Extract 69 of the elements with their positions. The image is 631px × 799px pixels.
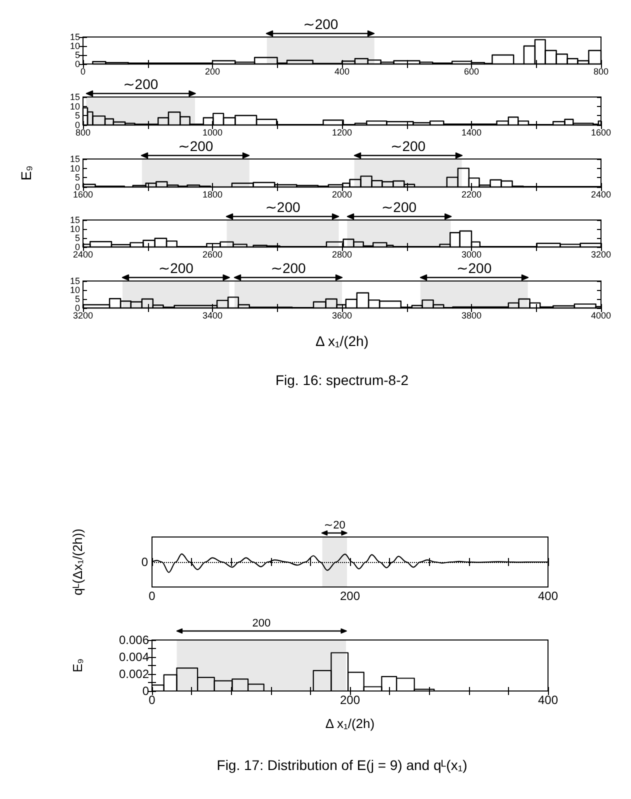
- y-tick-label: 5: [74, 172, 80, 183]
- x-tick-label: 3200: [72, 310, 94, 320]
- y-tick-label: 15: [70, 215, 80, 225]
- x-tick-label: 1000: [202, 128, 223, 138]
- x-tick-label: 200: [340, 589, 360, 603]
- x-tick-label: 3200: [590, 250, 612, 260]
- y-tick-label: 0.002: [118, 667, 150, 681]
- y-axis-title: E₉: [70, 658, 85, 672]
- x-tick-label: 1800: [202, 190, 223, 200]
- y-tick-label: 0: [74, 182, 80, 192]
- y-tick-label: 15: [70, 92, 80, 102]
- x-tick-label: 800: [75, 128, 91, 138]
- y-tick-label: 15: [70, 276, 80, 286]
- x-tick-label: 3600: [332, 310, 352, 320]
- y-tick-label: 0: [142, 684, 150, 698]
- x-tick-label: 3800: [461, 310, 482, 320]
- y-tick-label: 5: [74, 110, 80, 121]
- caption: Fig. 17: Distribution of E(j = 9) and qᴸ(x₁): [216, 757, 468, 773]
- x-tick-label: 2400: [590, 190, 612, 200]
- legend-label: ∼200: [456, 260, 492, 276]
- x-tick-label: 2600: [202, 250, 223, 260]
- x-axis-title: Δ x₁/(2h): [316, 333, 368, 349]
- legend-label: ∼200: [381, 199, 417, 215]
- x-tick-label: 2200: [461, 190, 482, 200]
- x-tick-label: 2400: [72, 250, 94, 260]
- y-axis-title: E₉: [18, 166, 34, 180]
- x-tick-label: 600: [464, 66, 480, 76]
- legend-label: ∼200: [303, 16, 338, 32]
- legend-label: ∼200: [123, 76, 158, 92]
- x-tick-label: 3400: [202, 310, 223, 320]
- x-tick-label: 4000: [590, 310, 612, 320]
- y-tick-label: 5: [74, 233, 80, 243]
- x-tick-label: 400: [334, 66, 350, 76]
- x-tick-label: 3000: [461, 250, 482, 260]
- x-tick-label: 2000: [332, 190, 352, 200]
- y-tick-label: 0.006: [118, 633, 150, 647]
- x-tick-label: 1600: [72, 190, 94, 200]
- y-axis-title: qᴸ(Δx₁/(2h)): [70, 528, 85, 596]
- x-tick-label: 1600: [590, 128, 612, 138]
- x-tick-label: 800: [593, 66, 609, 76]
- x-tick-label: 400: [538, 589, 558, 603]
- x-axis-title: Δ x₁/(2h): [325, 716, 375, 731]
- legend-label: ∼20: [324, 520, 346, 532]
- y-tick-label: 0.004: [118, 650, 150, 664]
- y-tick-label: 10: [70, 41, 80, 51]
- x-tick-label: 1400: [461, 128, 482, 138]
- caption: Fig. 16: spectrum-8-2: [275, 372, 409, 388]
- y-tick-label: 0: [74, 242, 80, 252]
- y-tick-label: 10: [70, 224, 80, 234]
- x-tick-label: 2800: [332, 250, 352, 260]
- x-tick-label: 400: [538, 693, 558, 707]
- y-tick-label: 5: [74, 50, 80, 60]
- y-tick-label: 10: [70, 285, 80, 295]
- legend-label: ∼200: [265, 199, 301, 215]
- y-tick-label: 5: [74, 294, 80, 304]
- band-label: 200: [252, 618, 271, 630]
- legend-label: ∼200: [178, 138, 214, 154]
- x-tick-label: 200: [340, 693, 360, 707]
- x-tick-label: 200: [204, 66, 220, 76]
- y-tick-label: 15: [70, 154, 80, 164]
- y-tick-label: 15: [70, 32, 80, 42]
- y-tick-label: 10: [70, 101, 80, 112]
- y-tick-label: 0: [74, 303, 80, 313]
- x-tick-label: 1200: [332, 128, 352, 138]
- legend-label: ∼200: [390, 138, 426, 154]
- legend-label: ∼200: [158, 260, 194, 276]
- legend-label: ∼200: [270, 260, 306, 276]
- y-tick-label: 10: [70, 163, 80, 174]
- y-tick-label: 0: [74, 120, 80, 130]
